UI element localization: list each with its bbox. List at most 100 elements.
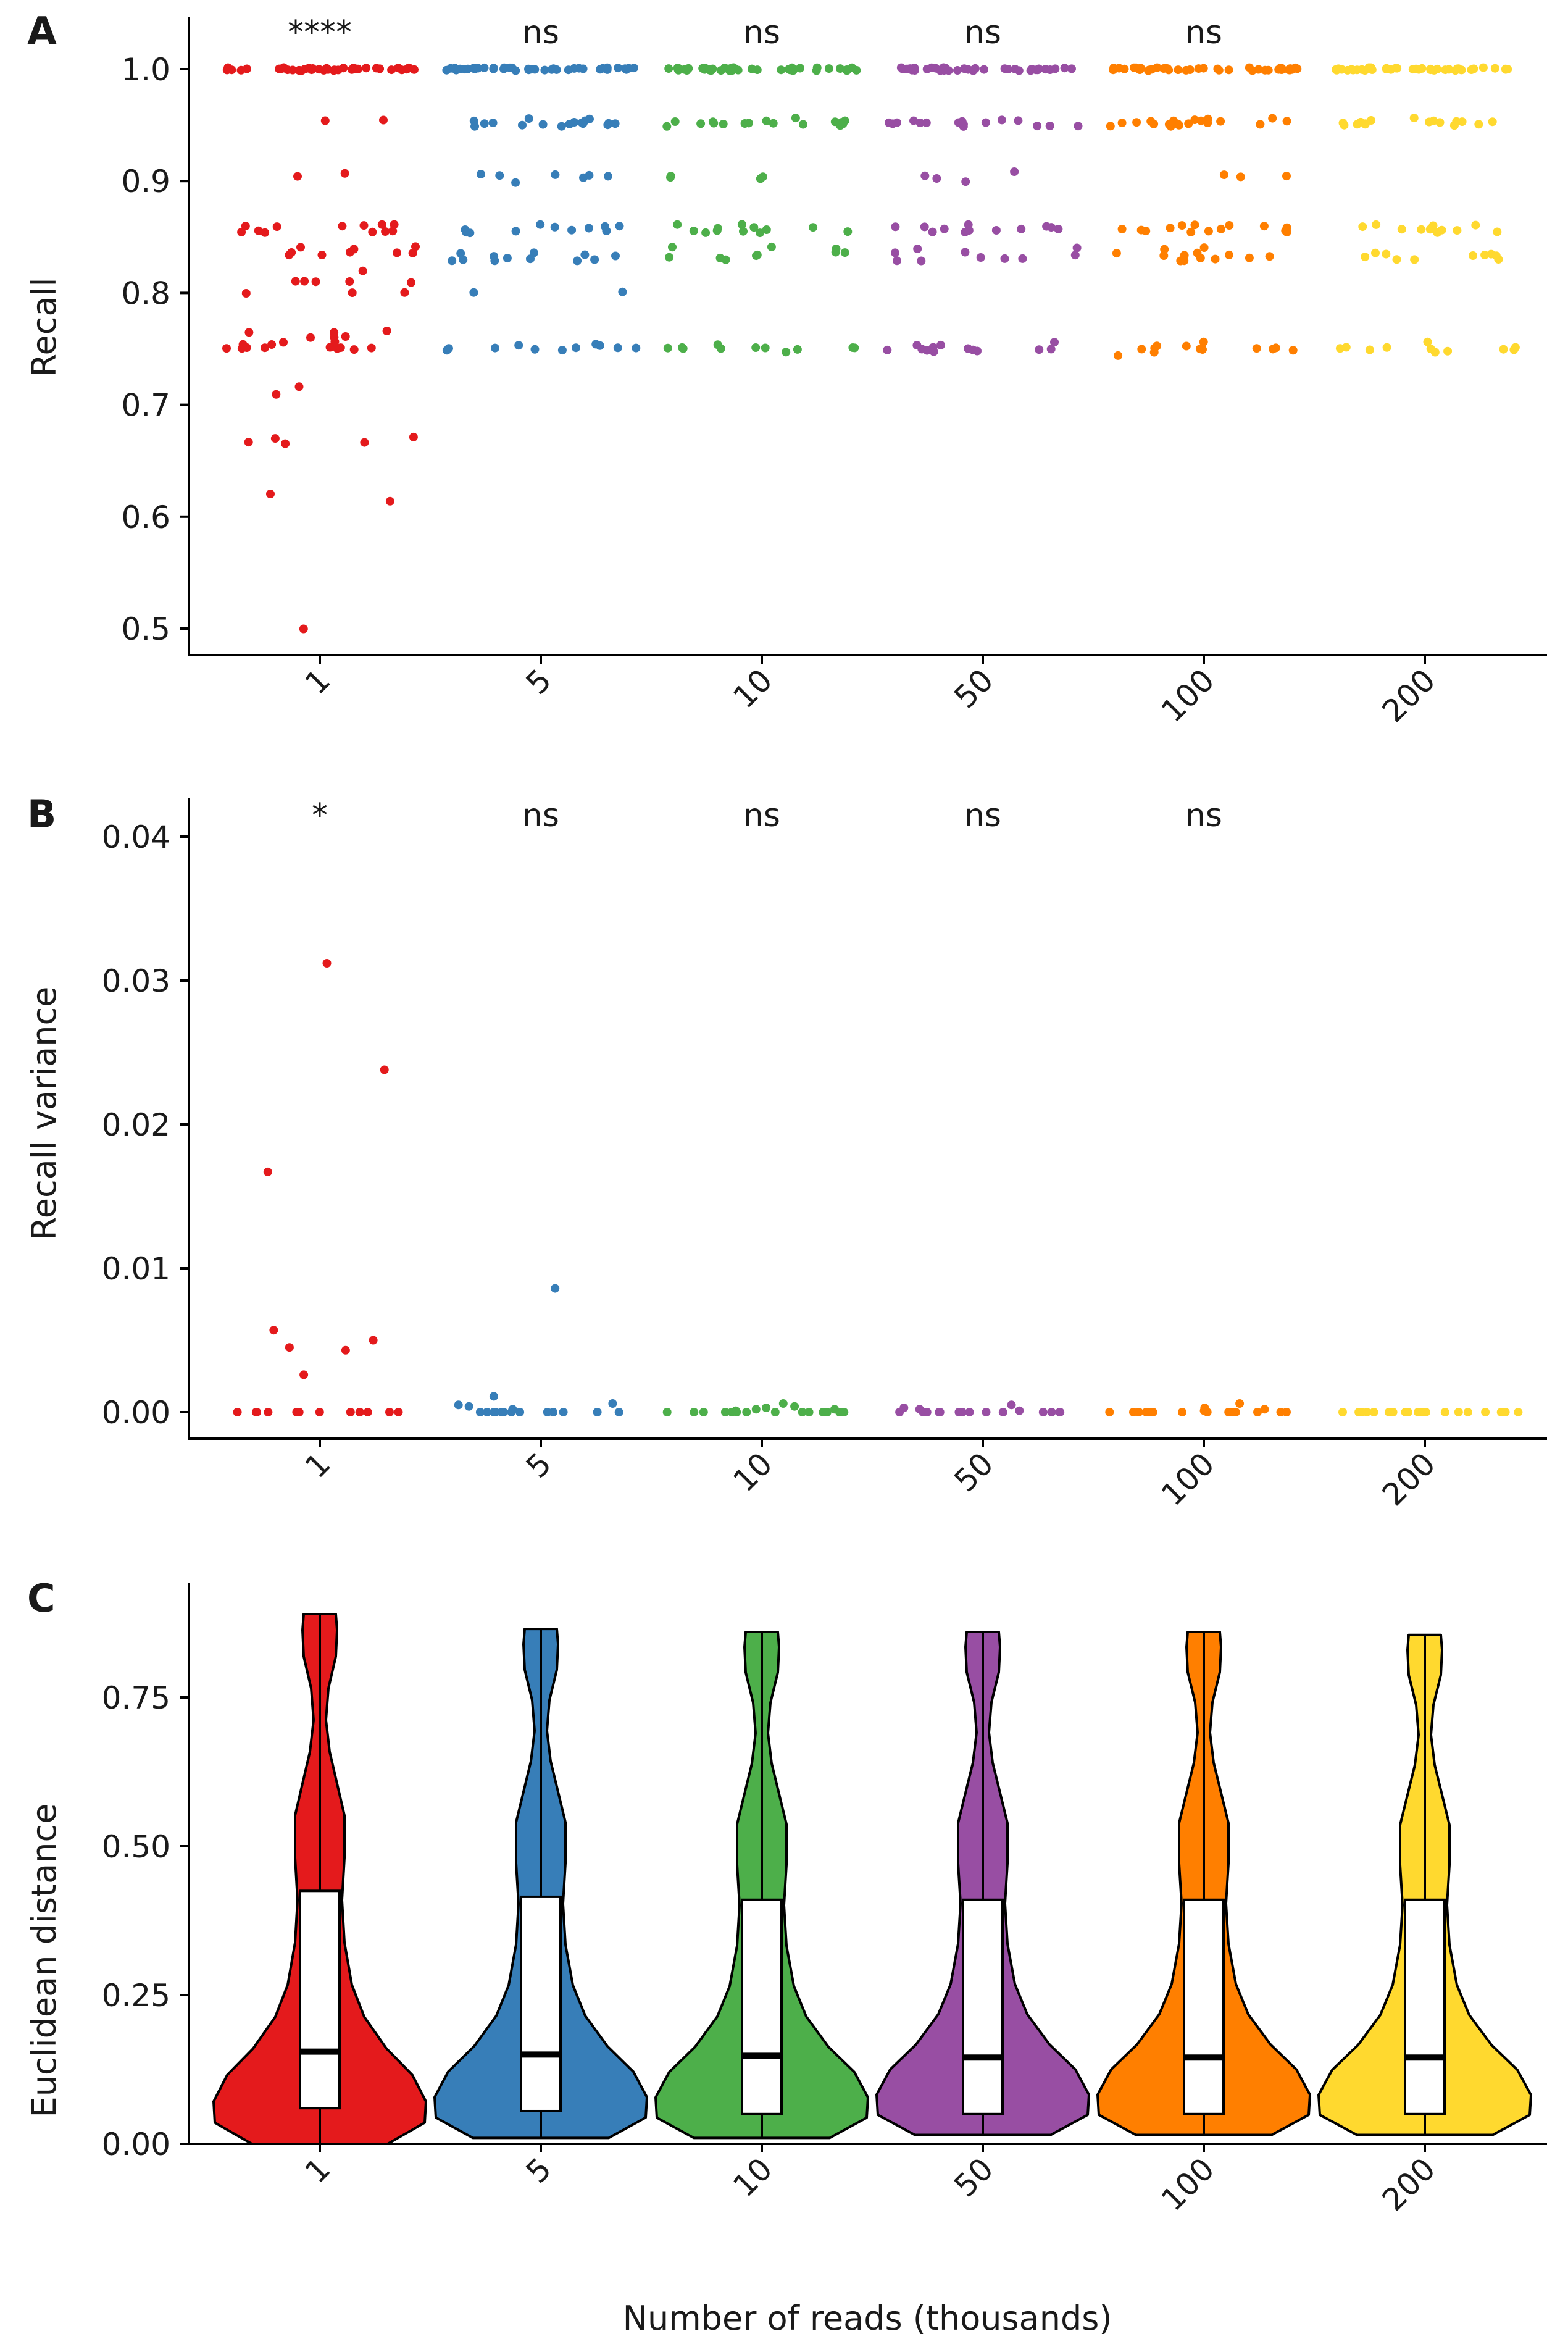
panel-a-significance-label: **** [288,14,352,51]
panel-a-point-5 [632,343,641,353]
panel-a-point-100 [1259,222,1269,231]
panel-a-point-200 [1469,64,1478,73]
panel-a-point-10 [705,65,714,75]
panel-b-point-50 [1015,1406,1024,1415]
panel-a-point-50 [922,346,932,355]
panel-a-point-50 [953,66,962,75]
panel-b-point-10 [699,1408,708,1416]
panel-a-point-50 [913,245,922,253]
panel-a-point-1 [296,243,305,252]
panel-b-point-50 [919,1408,928,1416]
panel-a-point-50 [970,64,980,73]
panel-a-point-1 [311,277,320,287]
panel-b-significance-label: ns [964,797,1001,834]
panel-b-point-5 [593,1408,602,1416]
panel-a-xtick-label: 50 [947,662,1000,715]
panel-b-xtick-label: 100 [1154,1445,1221,1512]
panel-a-point-5 [495,171,504,180]
panel-b-xtick-label: 1 [298,1445,338,1485]
panel-a-point-1 [411,242,420,251]
panel-a-point-100 [1114,64,1124,73]
panel-b-point-100 [1141,1408,1151,1416]
panel-a-point-50 [1072,243,1082,253]
panel-a-point-50 [920,222,929,232]
panel-a-point-1 [381,227,390,236]
panel-b-xtick-label: 200 [1375,1445,1442,1512]
panel-b-xtick-label: 5 [519,1445,559,1485]
panel-a-point-200 [1480,251,1490,259]
panel-a-point-100 [1211,254,1220,264]
panel-a-point-5 [530,345,540,354]
panel-b-significance-label: ns [743,797,780,834]
panel-a-point-1 [348,288,357,298]
panel-a-point-50 [981,118,990,127]
panel-a-point-10 [840,248,849,257]
panel-a-point-200 [1433,64,1442,73]
panel-a-point-5 [511,178,520,187]
panel-a-point-100 [1196,116,1206,125]
panel-a-point-50 [980,65,988,74]
panel-a-point-5 [511,227,520,236]
panel-b-point-10 [662,1408,672,1416]
panel-b-point-1 [299,1370,309,1379]
panel-a-ytick-label: 0.5 [121,611,170,647]
panel-b-point-10 [762,1404,771,1412]
panel-a-point-1 [382,327,391,335]
panel-a-point-1 [358,266,367,275]
panel-a-point-1 [330,65,339,75]
panel-a-point-1 [322,64,332,73]
panel-b-point-5 [475,1408,485,1416]
panel-a-point-5 [602,227,611,235]
panel-a-ytick-label: 0.7 [121,388,170,424]
panel-a-point-100 [1282,172,1291,181]
panel-a-significance-label: ns [1185,14,1222,51]
panel-a-point-1 [362,64,371,73]
panel-b-point-10 [778,1399,788,1408]
panel-a-point-5 [580,250,590,259]
panel-b-point-10 [804,1408,814,1416]
panel-a-point-100 [1132,118,1141,127]
panel-a-point-200 [1490,64,1499,73]
panel-a-point-100 [1195,345,1204,354]
panel-a-point-1 [338,222,347,231]
panel-a-point-5 [552,65,561,74]
panel-a-point-10 [782,348,791,357]
panel-b-point-200 [1357,1408,1366,1416]
panel-a-point-200 [1451,66,1460,75]
panel-a-ytick-label: 0.9 [121,164,170,199]
panel-a-point-5 [459,255,468,264]
panel-a-point-1 [377,220,386,229]
panel-a-point-50 [1017,224,1026,233]
panel-b-point-5 [464,1402,473,1411]
panel-c-box-10 [741,1898,783,2115]
panel-a-point-5 [614,64,623,73]
panel-a-point-5 [526,254,535,264]
panel-b-xtick-label: 50 [947,1445,1000,1499]
panel-a-point-200 [1423,337,1432,346]
panel-a-point-1 [330,337,340,346]
panel-a-point-100 [1225,250,1233,259]
panel-b-ytick-label: 0.04 [102,819,170,855]
panel-b-point-10 [822,1408,832,1416]
panel-a-point-200 [1488,117,1497,127]
panel-a-point-50 [1042,222,1051,231]
panel-b: B Recall variance 0.00 0.01 0.02 0.03 0.04 1… [25,792,1547,1513]
panel-a-point-10 [799,120,807,129]
panel-a-point-5 [450,64,459,73]
panel-b-point-10 [690,1408,699,1416]
panel-a-point-100 [1174,65,1183,75]
panel-a-point-1 [408,249,417,257]
panel-a-point-100 [1199,337,1208,346]
panel-a-point-100 [1284,65,1293,75]
panel-a-point-10 [678,344,688,353]
panel-a-point-100 [1204,227,1213,236]
panel-a-point-100 [1224,65,1233,75]
panel-a: A Recall 0.5 0.6 0.7 0.8 0.9 1.0 1 5 10 50 100 200… [25,9,1547,729]
panel-a-point-5 [567,225,577,235]
panel-b-point-100 [1129,1408,1138,1416]
panel-c-box-50 [962,1898,1004,2115]
panel-a-point-50 [906,64,915,73]
panel-a-point-100 [1252,344,1261,353]
panel-a-point-10 [673,64,682,73]
panel-b-point-100 [1224,1408,1233,1416]
